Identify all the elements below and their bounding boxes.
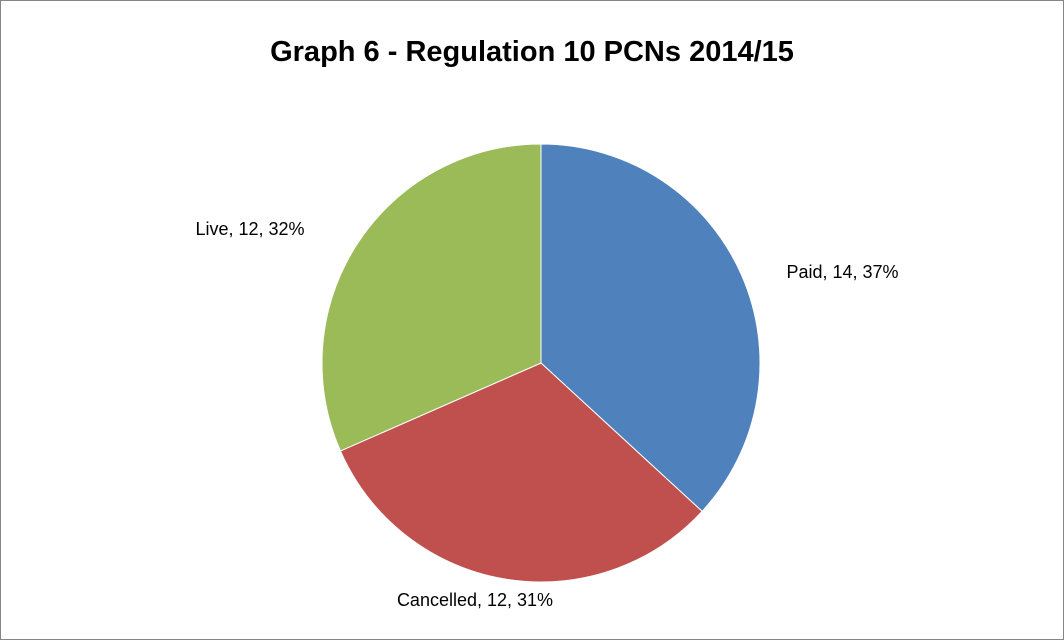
pie-slice xyxy=(321,143,542,452)
chart-title: Graph 6 - Regulation 10 PCNs 2014/15 xyxy=(270,36,794,68)
pie-slice xyxy=(339,362,703,583)
pie-slice xyxy=(540,143,761,513)
data-label: Cancelled, 12, 31% xyxy=(396,590,554,610)
data-label: Paid, 14, 37% xyxy=(786,262,899,282)
data-label: Live, 12, 32% xyxy=(195,219,305,239)
